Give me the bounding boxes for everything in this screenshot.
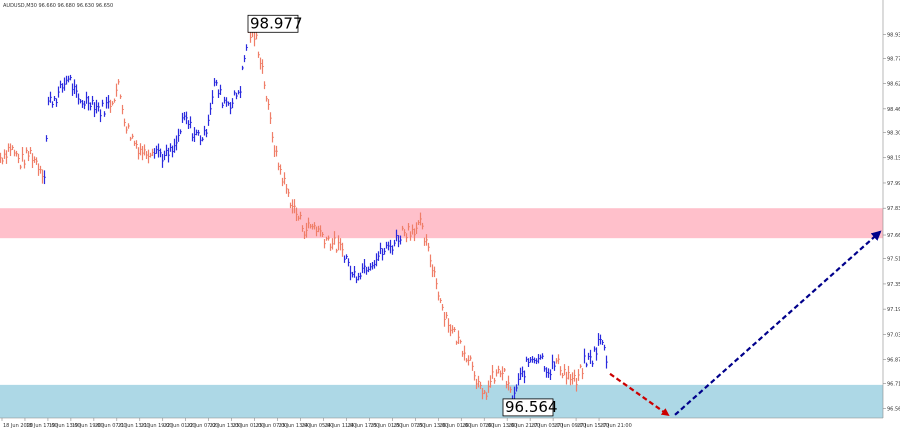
x-tick-label-18: 25 Jun 13:00 <box>416 423 448 429</box>
x-tick-label-19: 26 Jun 01:00 <box>439 423 471 429</box>
x-tick-label-20: 26 Jun 07:00 <box>462 423 494 429</box>
y-tick-label-0: 98.930 <box>887 33 900 39</box>
annotation-label-0: 98.977 <box>250 14 303 32</box>
annotation-box-0 <box>247 14 299 33</box>
x-tick-label-6: 21 Jun 19:00 <box>141 423 173 429</box>
y-tick-label-14: 96.715 <box>887 381 900 387</box>
forecast-arrows <box>609 230 882 416</box>
x-tick-label-0: 18 Jun 2020 <box>3 423 33 429</box>
x-tick-label-2: 19 Jun 13:00 <box>49 423 81 429</box>
price-axis: 98.930 98.775 98.620 98.460 98.305 98.150 97.9… <box>883 33 900 413</box>
x-tick-label-16: 25 Jun 01:00 <box>370 423 402 429</box>
x-tick-label-4: 20 Jun 07:00 <box>95 423 127 429</box>
annotation-label-1: 96.564 <box>505 398 558 416</box>
y-tick-label-12: 97.030 <box>887 332 900 338</box>
x-tick-label-12: 23 Jun 13:00 <box>279 423 311 429</box>
x-tick-label-8: 22 Jun 07:00 <box>187 423 219 429</box>
zone-bands <box>0 208 883 418</box>
y-tick-label-10: 97.350 <box>887 282 900 288</box>
zone-band-0 <box>0 208 883 239</box>
x-tick-label-7: 22 Jun 01:00 <box>164 423 196 429</box>
y-tick-label-8: 97.665 <box>887 233 900 239</box>
x-tick-label-24: 27 Jun 09:00 <box>554 423 586 429</box>
y-tick-label-7: 97.830 <box>887 206 900 212</box>
chart-header: AUDUSD,M30 96.660 96.680 96.630 96.650 <box>3 3 113 9</box>
x-tick-label-14: 24 Jun 11:00 <box>324 423 356 429</box>
y-tick-label-13: 96.870 <box>887 358 900 364</box>
x-tick-label-11: 23 Jun 07:00 <box>256 423 288 429</box>
y-tick-label-3: 98.460 <box>887 107 900 113</box>
x-tick-label-10: 23 Jun 01:00 <box>233 423 265 429</box>
x-tick-label-3: 19 Jun 19:00 <box>72 423 104 429</box>
y-tick-label-1: 98.775 <box>887 56 900 62</box>
annotation-box-1 <box>502 398 554 417</box>
x-tick-label-23: 27 Jun 03:00 <box>531 423 563 429</box>
y-tick-label-4: 98.305 <box>887 130 900 136</box>
x-tick-label-1: 18 Jun 17:00 <box>26 423 58 429</box>
x-tick-label-26: 27 Jun 21:00 <box>600 423 632 429</box>
forecast-arrow-1 <box>674 230 882 416</box>
y-tick-label-11: 97.190 <box>887 307 900 313</box>
y-tick-label-15: 96.560 <box>887 407 900 413</box>
x-tick-label-13: 24 Jun 05:00 <box>302 423 334 429</box>
x-tick-label-21: 26 Jun 13:00 <box>485 423 517 429</box>
x-tick-label-22: 26 Jun 21:00 <box>508 423 540 429</box>
x-tick-label-5: 21 Jun 13:00 <box>118 423 150 429</box>
x-tick-label-17: 25 Jun 07:00 <box>393 423 425 429</box>
x-tick-label-9: 22 Jun 13:00 <box>210 423 242 429</box>
price-bars <box>0 22 608 408</box>
price-annotations: 98.977 96.564 <box>247 14 558 417</box>
forecast-arrow-0 <box>609 372 670 416</box>
y-tick-label-5: 98.150 <box>887 156 900 162</box>
y-tick-label-2: 98.620 <box>887 82 900 88</box>
x-tick-label-15: 24 Jun 17:00 <box>347 423 379 429</box>
y-tick-label-6: 97.990 <box>887 181 900 187</box>
x-tick-label-25: 27 Jun 15:00 <box>577 423 609 429</box>
zone-band-1 <box>0 384 883 418</box>
y-tick-label-9: 97.510 <box>887 257 900 263</box>
